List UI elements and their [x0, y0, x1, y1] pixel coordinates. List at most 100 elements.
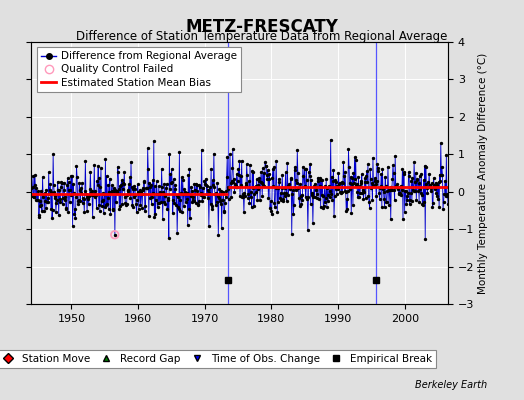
Point [220, 208, 228, 214]
Point [408, 198, 416, 205]
Point [238, 193, 246, 200]
Point [61, 197, 69, 203]
Point [425, 182, 434, 189]
Point [391, 153, 399, 159]
Point [442, 152, 451, 158]
Point [396, 190, 405, 196]
Point [27, 185, 36, 192]
Point [32, 185, 41, 191]
Point [212, 190, 220, 197]
Point [377, 183, 385, 189]
Point [116, 183, 124, 190]
Point [316, 175, 324, 181]
Point [235, 158, 244, 164]
Point [128, 204, 137, 210]
Point [352, 156, 360, 163]
Point [154, 204, 162, 210]
Point [202, 191, 211, 197]
Point [70, 211, 79, 217]
Point [219, 197, 227, 203]
Point [365, 205, 374, 211]
Point [228, 165, 236, 172]
Point [335, 181, 343, 187]
Point [407, 178, 416, 184]
Point [426, 182, 434, 188]
Point [195, 182, 204, 188]
Point [119, 186, 127, 192]
Point [442, 192, 450, 199]
Point [87, 189, 95, 196]
Point [259, 165, 267, 172]
Point [410, 158, 418, 165]
Point [362, 173, 370, 180]
Point [425, 170, 433, 177]
Point [398, 166, 407, 172]
Point [40, 208, 48, 214]
Point [74, 197, 83, 204]
Point [362, 195, 370, 201]
Point [246, 194, 255, 201]
Point [158, 215, 167, 222]
Point [386, 187, 395, 193]
Point [229, 179, 237, 185]
Point [435, 204, 443, 210]
Point [34, 197, 42, 203]
Point [63, 182, 71, 188]
Point [378, 165, 387, 172]
Point [379, 186, 387, 192]
Point [288, 230, 296, 237]
Point [148, 177, 157, 184]
Point [440, 191, 449, 198]
Point [130, 186, 139, 192]
Point [236, 173, 245, 180]
Point [416, 172, 424, 179]
Point [330, 213, 338, 220]
Point [263, 172, 271, 178]
Point [134, 188, 143, 195]
Point [62, 204, 70, 211]
Point [151, 183, 159, 189]
Point [127, 158, 135, 165]
Point [356, 189, 364, 196]
Point [63, 175, 72, 181]
Point [283, 183, 292, 190]
Point [192, 180, 200, 187]
Point [272, 158, 280, 164]
Point [188, 188, 196, 194]
Point [268, 211, 276, 218]
Point [143, 185, 151, 191]
Point [42, 205, 50, 211]
Point [239, 191, 247, 197]
Point [159, 189, 168, 195]
Point [377, 170, 386, 177]
Point [315, 195, 323, 202]
Point [191, 200, 200, 206]
Point [115, 206, 124, 212]
Point [169, 209, 177, 216]
Point [308, 192, 316, 198]
Point [85, 186, 94, 193]
Point [108, 206, 117, 212]
Point [296, 181, 304, 188]
Point [199, 194, 208, 200]
Point [114, 169, 123, 175]
Point [176, 208, 184, 215]
Point [109, 207, 117, 213]
Point [162, 181, 171, 187]
Point [101, 204, 109, 210]
Point [266, 198, 275, 204]
Point [244, 194, 253, 201]
Point [346, 186, 354, 193]
Point [86, 168, 95, 175]
Point [114, 164, 122, 170]
Point [165, 235, 173, 241]
Point [124, 188, 133, 194]
Point [364, 193, 373, 199]
Point [82, 191, 90, 198]
Point [298, 197, 307, 203]
Point [148, 194, 156, 200]
Point [394, 185, 402, 192]
Point [245, 200, 254, 206]
Point [313, 194, 321, 201]
Point [138, 187, 147, 193]
